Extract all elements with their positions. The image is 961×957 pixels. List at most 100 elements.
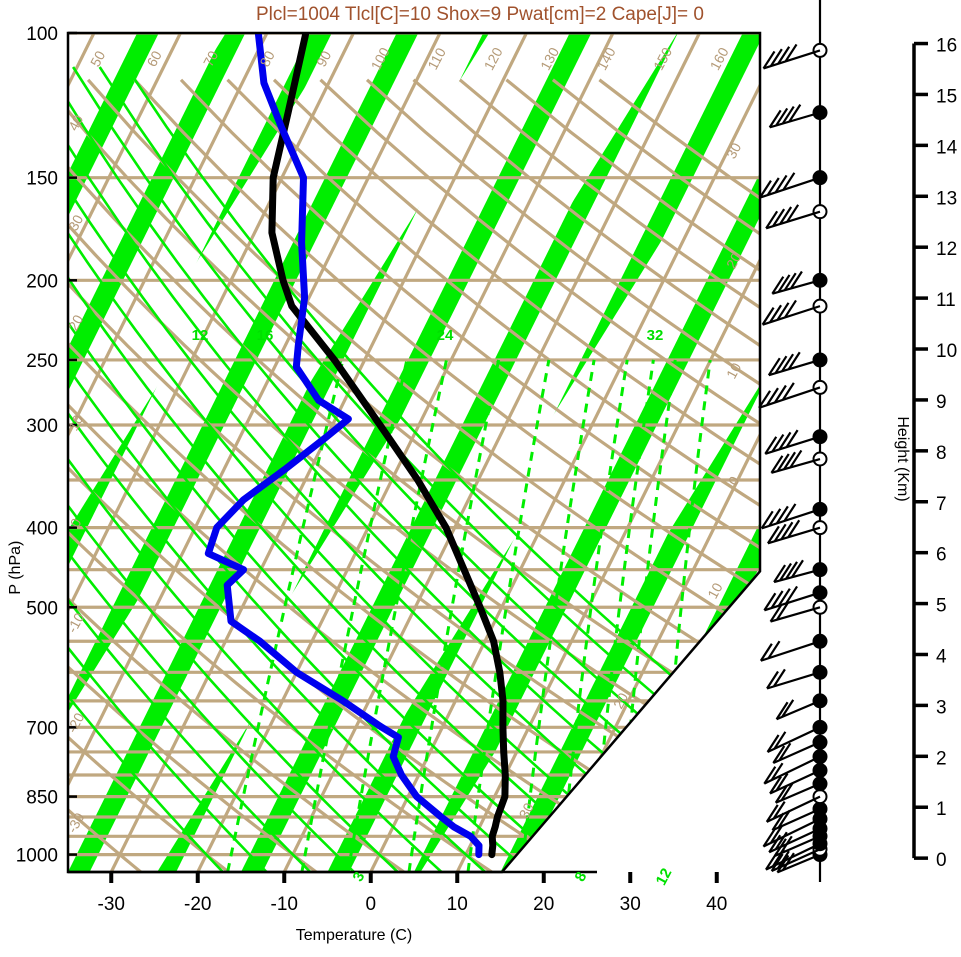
- pressure-tick-label: 150: [26, 169, 58, 190]
- wind-feather: [778, 742, 792, 761]
- wind-feather: [785, 561, 798, 580]
- wind-feather: [786, 204, 800, 223]
- wind-shaft: [761, 508, 821, 530]
- wind-shaft: [765, 210, 821, 230]
- wind-feather: [768, 508, 782, 527]
- wind-feather: [759, 643, 773, 662]
- wind-feather: [777, 274, 791, 293]
- wind-feather: [770, 853, 784, 872]
- wind-feather: [769, 48, 783, 67]
- wind-barb: [762, 42, 828, 70]
- temperature-axis-title: Temperature (C): [296, 927, 412, 944]
- wind-feather: [758, 390, 772, 409]
- pressure-tick-label: 300: [26, 416, 58, 437]
- moist-band: [68, 33, 73, 872]
- wind-feather: [776, 602, 789, 621]
- wind-feather: [775, 701, 789, 720]
- dry-adiabat: [272, 78, 760, 872]
- height-tick-label: 2: [936, 748, 947, 769]
- wind-feather: [766, 177, 780, 196]
- dry-adiabat: [133, 78, 760, 872]
- height-tick-label: 12: [936, 239, 957, 260]
- height-tick-label: 16: [936, 36, 957, 57]
- wind-feather: [762, 828, 776, 848]
- wind-shaft: [758, 386, 821, 409]
- wind-feather: [772, 208, 786, 227]
- wind-barb: [768, 104, 828, 129]
- wind-shaft: [766, 671, 821, 690]
- mixing-ratio-line: [226, 359, 345, 872]
- moist-band: [500, 33, 760, 872]
- theta-label-left: 10: [65, 412, 87, 433]
- wind-barb: [759, 170, 828, 199]
- wind-barb: [760, 501, 828, 530]
- wind-barb: [771, 270, 828, 295]
- mixing-ratio-label: 16: [257, 327, 274, 344]
- wind-feather: [777, 46, 791, 65]
- height-tick-label: 10: [936, 341, 957, 362]
- wind-barb: [763, 585, 828, 612]
- wind-feather: [767, 640, 781, 659]
- wind-shaft: [765, 842, 821, 871]
- moist-adiabat: [68, 66, 399, 872]
- temperature-tick-label: 40: [706, 894, 727, 915]
- moist-adiabat: [68, 66, 268, 872]
- moist-adiabat: [68, 66, 574, 872]
- wind-feather: [787, 519, 801, 538]
- wind-feather: [776, 854, 790, 874]
- temperature-tick-label: 0: [365, 894, 376, 915]
- dry-adiabat: [68, 79, 318, 872]
- wind-shaft: [773, 568, 821, 584]
- wind-feather: [765, 804, 779, 823]
- dry-adiabat: [179, 78, 760, 872]
- wind-feather: [780, 782, 794, 801]
- wind-feather: [772, 745, 786, 764]
- mixing-ratio-line: [300, 359, 409, 872]
- wind-feather: [767, 357, 781, 376]
- wind-feather: [779, 206, 793, 225]
- wind-feather: [781, 105, 795, 125]
- wind-barb: [769, 599, 828, 623]
- wind-feather: [763, 766, 777, 785]
- pressure-tick-label: 700: [26, 718, 58, 739]
- wind-shaft: [760, 640, 821, 662]
- theta-label-left: 30: [65, 212, 87, 233]
- wind-shaft: [769, 111, 821, 129]
- pressure-tick-label: 200: [26, 271, 58, 292]
- dry-adiabat: [68, 79, 405, 872]
- theta-label-top: 90: [313, 48, 335, 69]
- height-tick-label: 5: [936, 596, 947, 617]
- wind-feather: [781, 382, 795, 401]
- theta-label-right: 10: [704, 580, 726, 601]
- wind-feather: [778, 431, 792, 450]
- wind-barb: [758, 379, 828, 409]
- dry-adiabat: [0, 80, 53, 872]
- moist-adiabat: [125, 66, 760, 872]
- wind-feather: [784, 299, 797, 319]
- wind-feather: [770, 762, 784, 781]
- wind-shaft: [766, 795, 821, 823]
- wind-barb: [761, 298, 828, 326]
- dewpoint-trace: [204, 33, 483, 859]
- isotherm: [0, 33, 7, 872]
- theta-label-top: 60: [143, 48, 165, 69]
- wind-feather: [773, 384, 787, 404]
- wind-feather: [766, 525, 780, 544]
- moist-band: [760, 33, 961, 872]
- height-tick-label: 6: [936, 545, 947, 566]
- isotherm: [196, 33, 615, 872]
- wind-feather: [773, 564, 787, 583]
- wind-feather: [781, 699, 795, 718]
- isotherm: [68, 33, 355, 872]
- wind-feather: [782, 172, 796, 191]
- wind-shaft: [762, 817, 821, 848]
- theta-label-right: 30: [515, 800, 537, 821]
- moist-adiabat: [68, 66, 312, 872]
- wind-feather: [760, 510, 774, 529]
- wind-feather: [769, 775, 782, 795]
- wind-feather: [775, 772, 789, 792]
- mixing-ratio-label: 24: [437, 327, 454, 344]
- wind-feather: [777, 588, 791, 607]
